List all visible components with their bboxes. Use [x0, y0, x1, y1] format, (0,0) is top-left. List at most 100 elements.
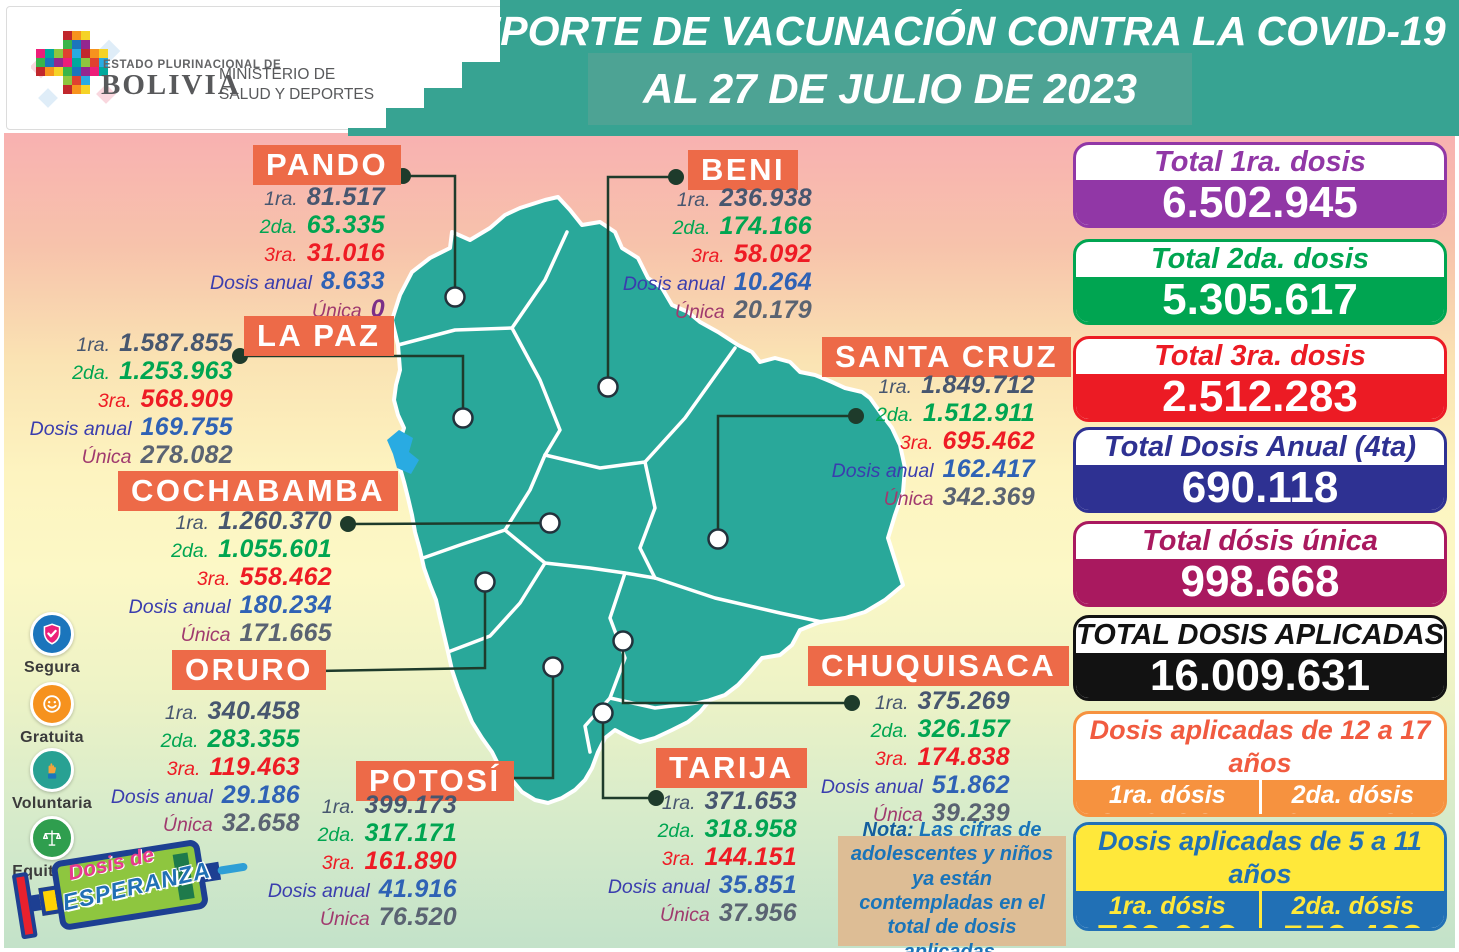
kids-second-dose-cell: 2da. dósis 556.432: [1258, 891, 1445, 929]
dose-label: Dosis anual: [831, 460, 934, 482]
stat-row: 3ra. 558.462: [197, 564, 332, 592]
dose-label: Dosis anual: [128, 596, 231, 618]
stat-row: 3ra. 119.463: [167, 754, 300, 782]
dose-value: 371.653: [704, 787, 797, 815]
stat-row: 3ra. 174.838: [875, 744, 1010, 772]
department-label-cochabamba: COCHABAMBA: [118, 471, 399, 511]
dose-cell-value: 769.012: [1076, 920, 1259, 929]
dose-cell-label: 1ra. dósis: [1108, 892, 1226, 920]
dose-value: 81.517: [306, 183, 385, 211]
dose-label: 1ra.: [264, 188, 298, 210]
dose-value: 1.512.911: [922, 399, 1035, 427]
note-body: Las cifras de adolescentes y niños ya es…: [850, 818, 1054, 952]
stat-row: Dosis anual 41.916: [268, 876, 457, 904]
dose-value: 174.838: [917, 743, 1010, 771]
dose-value: 283.355: [207, 725, 300, 753]
dose-value: 10.264: [733, 268, 812, 296]
stat-row: 2da. 283.355: [161, 726, 300, 754]
smiley-icon: [30, 682, 74, 726]
stat-row: 3ra. 161.890: [322, 848, 457, 876]
dose-label: Única: [180, 624, 231, 646]
stat-row: 3ra. 695.462: [900, 428, 1035, 456]
stat-row: Dosis anual 29.186: [111, 782, 300, 810]
dose-cell-value: 556.432: [1262, 920, 1445, 929]
logo-country-text: BOLIVIA: [101, 69, 241, 101]
stat-row: Única 32.658: [163, 810, 300, 838]
dose-label: 1ra.: [175, 512, 210, 534]
dose-label: 3ra.: [196, 568, 231, 590]
stat-row: 1ra. 236.938: [677, 185, 812, 213]
dose-value: 340.458: [207, 697, 300, 725]
dose-value: 1.587.855: [119, 329, 233, 357]
dose-cell-label: 2da. dósis: [1291, 781, 1414, 809]
teens-first-dose-cell: 1ra. dósis 816.227: [1076, 780, 1259, 815]
dose-value: 8.633: [320, 267, 385, 295]
principle-label: Voluntaria: [11, 795, 93, 812]
stat-row: 1ra. 1.260.370: [175, 508, 332, 536]
teens-second-dose-cell: 2da. dósis 645.739: [1258, 780, 1445, 814]
principle-segura: Segura: [0, 612, 104, 677]
dose-label: 1ra.: [676, 189, 711, 211]
dose-value: 119.463: [209, 753, 300, 781]
logo-estado-text: ESTADO PLURINACIONAL DE: [103, 59, 282, 71]
dose-cell-value: 816.227: [1076, 809, 1259, 815]
teens-panel-body: 1ra. dósis 816.227 2da. dósis 645.739: [1076, 780, 1445, 815]
stat-row: 1ra. 1.587.855: [76, 330, 233, 358]
total-card-title: Total 1ra. dosis: [1154, 146, 1366, 178]
department-stats-chuquisaca: 1ra. 375.269 2da. 326.157 3ra. 174.838 Dosi…: [740, 688, 1010, 828]
dose-label: 2da.: [171, 540, 210, 562]
total-card-value: 6.502.945: [1076, 180, 1444, 225]
principle-gratuita: Gratuita: [0, 682, 104, 747]
dose-value: 171.665: [239, 619, 332, 647]
dose-value: 63.335: [306, 211, 385, 239]
stat-row: Única 171.665: [181, 620, 332, 648]
dose-value: 558.462: [239, 563, 332, 591]
dose-label: 2da.: [875, 404, 914, 426]
dose-value: 342.369: [942, 483, 1035, 511]
stat-row: Única 39.239: [873, 800, 1010, 828]
total-card-value: 5.305.617: [1076, 277, 1444, 322]
ministry-line1: MINISTERIO DE: [219, 66, 336, 83]
dose-value: 318.958: [704, 815, 797, 843]
department-stats-pando: 1ra. 81.517 2da. 63.335 3ra. 31.016 Dosis a…: [110, 184, 385, 324]
dose-label: 2da.: [317, 824, 356, 846]
dose-value: 162.417: [942, 455, 1035, 483]
dose-label: Dosis anual: [110, 786, 213, 808]
dose-value: 0: [370, 295, 385, 323]
dose-label: Única: [872, 804, 923, 826]
stat-row: Única 37.956: [660, 900, 797, 928]
total-applied-doses-card: TOTAL DOSIS APLICADAS 16.009.631: [1073, 615, 1447, 701]
stat-row: Dosis anual 180.234: [129, 592, 332, 620]
dose-label: 2da.: [160, 730, 199, 752]
dose-label: 3ra.: [321, 852, 356, 874]
dose-value: 161.890: [364, 847, 457, 875]
stat-row: 2da. 1.055.601: [171, 536, 332, 564]
dose-label: 2da.: [870, 720, 909, 742]
dose-label: 1ra.: [164, 702, 199, 724]
dose-value: 1.253.963: [119, 357, 233, 385]
stat-row: 2da. 318.958: [658, 816, 797, 844]
dose-value: 375.269: [917, 687, 1010, 715]
dose-label: Única: [319, 908, 370, 930]
dose-value: 76.520: [378, 903, 457, 931]
dose-value: 144.151: [704, 843, 797, 871]
stat-row: Única 20.179: [675, 297, 812, 325]
dose-label: 2da.: [672, 217, 711, 239]
dose-value: 695.462: [942, 427, 1035, 455]
dose-label: 3ra.: [691, 245, 725, 267]
dose-value: 20.179: [733, 296, 812, 324]
department-stats-beni: 1ra. 236.938 2da. 174.166 3ra. 58.092 Dosis…: [530, 185, 812, 325]
total-annual-dose-card: Total Dosis Anual (4ta) 690.118: [1073, 427, 1447, 513]
total-card-value: 690.118: [1076, 465, 1444, 510]
dose-value: 29.186: [221, 781, 300, 809]
stat-row: 2da. 63.335: [260, 212, 385, 240]
dose-label: 3ra.: [97, 390, 132, 412]
dose-label: Dosis anual: [607, 876, 710, 898]
stat-row: 1ra. 371.653: [662, 788, 797, 816]
total-card-title: Total Dosis Anual (4ta): [1103, 431, 1417, 463]
dose-label: Dosis anual: [29, 418, 132, 440]
dose-value: 236.938: [719, 184, 812, 212]
stat-row: 3ra. 58.092: [691, 241, 812, 269]
dose-label: 1ra.: [878, 376, 913, 398]
